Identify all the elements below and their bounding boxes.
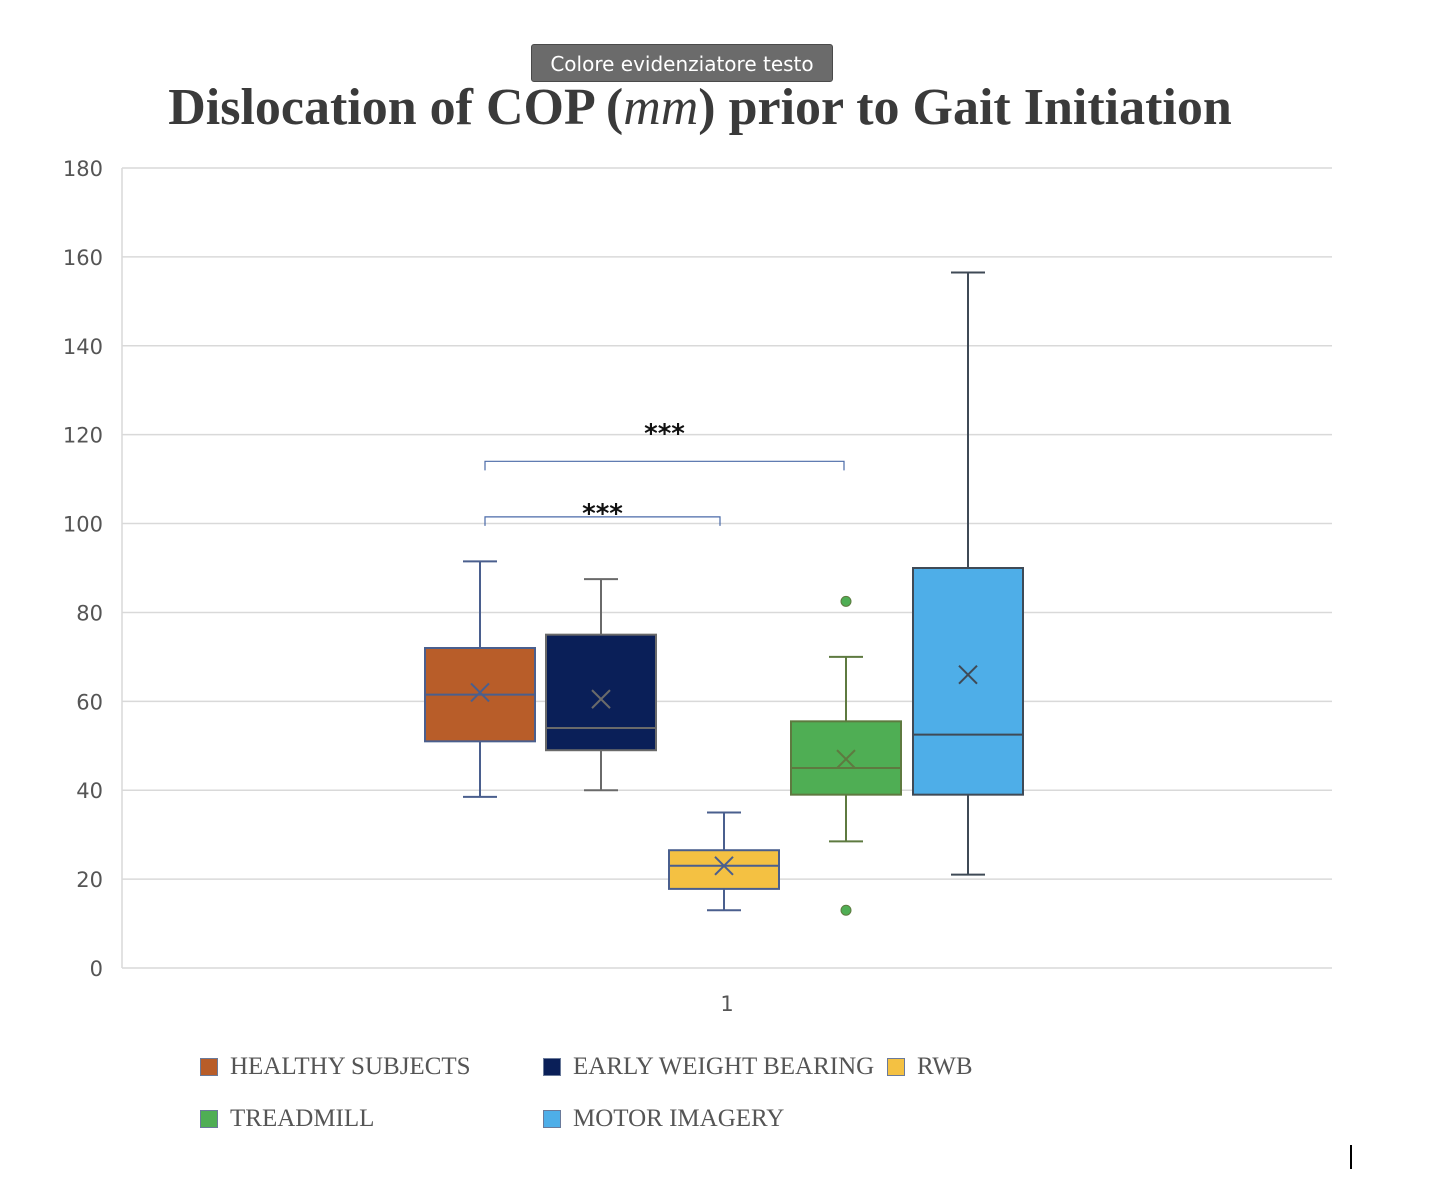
y-tick-label-160: 160 (63, 246, 103, 270)
legend-swatch-2 (887, 1058, 905, 1076)
legend-label-0: HEALTHY SUBJECTS (230, 1053, 471, 1080)
mean-marker-b-1 (591, 689, 611, 709)
text-cursor (1350, 1145, 1352, 1169)
significance-label-1: *** (582, 499, 623, 529)
significance-label-0: *** (644, 419, 685, 449)
chart-title-main: Dislocation of COP ( (168, 79, 624, 136)
y-tick-label-120: 120 (63, 424, 103, 448)
tooltip: Colore evidenziatore testo (531, 44, 833, 82)
chart-title-rest: ) prior to Gait Initiation (698, 79, 1232, 136)
legend-item-4: MOTOR IMAGERY (543, 1105, 784, 1133)
y-tick-label-20: 20 (76, 868, 103, 892)
y-tick-label-40: 40 (76, 779, 103, 803)
legend-label-2: RWB (917, 1053, 973, 1080)
chart-title: Dislocation of COP (mm) prior to Gait In… (0, 78, 1400, 137)
legend-item-3: TREADMILL (200, 1105, 374, 1133)
legend-item-0: HEALTHY SUBJECTS (200, 1053, 471, 1081)
legend-swatch-3 (200, 1110, 218, 1128)
legend-item-2: RWB (887, 1053, 973, 1081)
mean-marker-b-2 (714, 856, 734, 876)
box-1 (545, 633, 657, 752)
y-tick-label-140: 140 (63, 335, 103, 359)
x-tick-label-0: 1 (720, 992, 733, 1016)
mean-marker-b-3 (836, 749, 856, 769)
y-tick-label-80: 80 (76, 601, 103, 625)
significance-bracket-0 (484, 460, 845, 471)
significance-bracket-1 (484, 516, 721, 526)
box-2 (668, 849, 780, 890)
legend-swatch-1 (543, 1058, 561, 1076)
legend-swatch-4 (543, 1110, 561, 1128)
legend-label-3: TREADMILL (230, 1105, 375, 1132)
box-4 (912, 567, 1024, 796)
outlier-3-0 (840, 595, 852, 607)
mean-marker-b-4 (958, 664, 978, 685)
chart-title-unit: mm (623, 79, 699, 136)
y-tick-label-60: 60 (76, 690, 103, 714)
legend-label-1: EARLY WEIGHT BEARING (573, 1053, 875, 1080)
y-tick-label-100: 100 (63, 513, 103, 537)
legend-item-1: EARLY WEIGHT BEARING (543, 1053, 874, 1081)
outlier-3-1 (840, 904, 852, 916)
legend-label-4: MOTOR IMAGERY (573, 1105, 785, 1132)
legend-swatch-0 (200, 1058, 218, 1076)
mean-marker-b-0 (470, 682, 490, 703)
y-tick-label-180: 180 (63, 157, 103, 181)
y-tick-label-0: 0 (90, 957, 103, 981)
